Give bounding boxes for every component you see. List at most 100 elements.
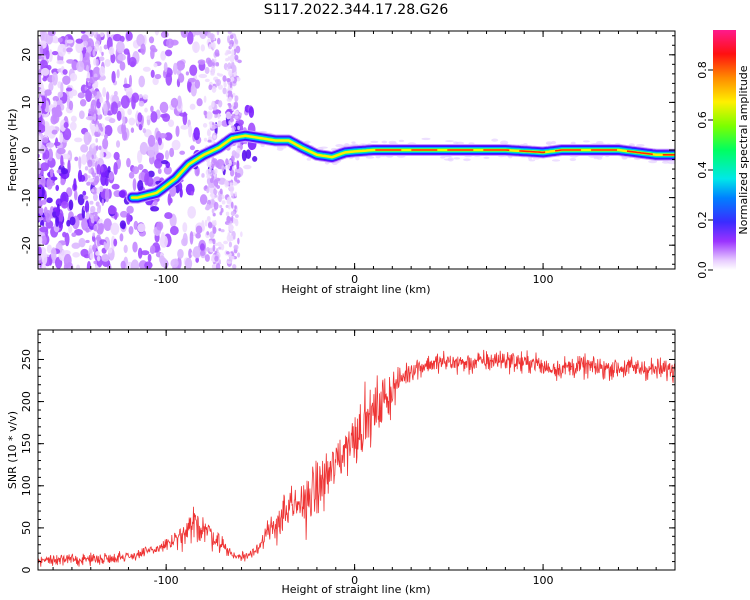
heatmap-cell: [108, 118, 116, 124]
heatmap-cell: [81, 154, 87, 166]
heatmap-cell: [94, 131, 99, 137]
heatmap-cell: [70, 115, 77, 123]
heatmap-cell: [210, 202, 213, 209]
heatmap-cell: [84, 200, 90, 214]
x-tick-label: -100: [154, 574, 179, 587]
heatmap-cell: [201, 173, 205, 178]
x-tick-label: -100: [154, 273, 179, 286]
heatmap-cell: [193, 127, 200, 141]
heatmap-cell: [38, 246, 42, 256]
heatmap-cell: [203, 95, 207, 103]
heatmap-cell: [181, 237, 188, 247]
heatmap-cell: [190, 191, 194, 196]
heatmap-cell: [160, 231, 166, 244]
heatmap-cell: [137, 247, 143, 259]
heatmap-cell: [91, 154, 94, 160]
heatmap-cell: [40, 162, 50, 172]
heatmap-cell: [101, 253, 110, 262]
heatmap-cell: [212, 158, 218, 164]
heatmap-cell: [176, 60, 186, 71]
heatmap-cell: [128, 171, 135, 179]
x-tick-label: 0: [351, 574, 358, 587]
heatmap-cell: [319, 146, 328, 149]
heatmap-cell: [94, 80, 99, 87]
heatmap-ridge: [126, 129, 675, 204]
heatmap-cell: [388, 140, 397, 145]
heatmap-cell: [196, 98, 203, 107]
heatmap-cell: [87, 82, 91, 87]
heatmap-cell: [204, 66, 210, 75]
heatmap-cell: [48, 82, 54, 92]
heatmap-cell: [184, 257, 193, 269]
heatmap-cell: [82, 195, 89, 200]
heatmap-cell: [148, 36, 155, 44]
heatmap-cell: [211, 122, 215, 126]
heatmap-cell: [57, 91, 64, 98]
heatmap-cell: [60, 82, 64, 94]
heatmap-cell: [153, 62, 158, 68]
heatmap-cell: [90, 103, 95, 112]
heatmap-cell: [227, 232, 231, 237]
heatmap-cell: [160, 50, 167, 61]
heatmap-cell: [113, 90, 118, 97]
snr-series: [38, 349, 675, 567]
heatmap-cell: [89, 200, 94, 205]
snr-frame: [37, 329, 676, 571]
heatmap-cell: [179, 150, 186, 155]
heatmap-cell: [220, 207, 224, 213]
heatmap-cell: [93, 224, 98, 232]
heatmap-cell: [39, 59, 48, 71]
heatmap-cell: [93, 260, 97, 264]
snr-axes: -100 0 100 0 50 100 150 200 250: [20, 330, 676, 587]
heatmap-cell: [66, 59, 75, 64]
heatmap-cell: [453, 141, 459, 145]
heatmap-cell: [223, 82, 227, 88]
heatmap-cell: [45, 142, 55, 148]
heatmap-cell: [126, 205, 134, 214]
heatmap-cell: [87, 46, 92, 53]
heatmap-cell: [210, 66, 216, 74]
heatmap-cell: [88, 250, 93, 254]
heatmap-cell: [115, 41, 125, 54]
y-tick-label: 10: [20, 95, 33, 109]
heatmap-cell: [165, 72, 173, 86]
heatmap-cell: [55, 184, 60, 192]
heatmap-cell: [194, 79, 201, 89]
heatmap-cell: [85, 88, 93, 102]
heatmap-cell: [232, 235, 236, 240]
heatmap-cell: [53, 141, 61, 146]
colorbar-gradient: [713, 30, 736, 270]
heatmap-cell: [38, 254, 42, 261]
heatmap-cell: [102, 138, 109, 150]
heatmap-cell: [67, 159, 71, 174]
heatmap-cell: [72, 252, 80, 258]
heatmap-cell: [62, 127, 72, 141]
heatmap-cell: [225, 204, 229, 209]
heatmap-cell: [130, 127, 135, 133]
heatmap-cell: [95, 124, 99, 132]
heatmap-cell: [225, 57, 229, 62]
heatmap-cell: [232, 161, 237, 166]
heatmap-cell: [99, 66, 106, 77]
heatmap-cell: [194, 42, 198, 53]
heatmap-cell: [199, 194, 208, 205]
heatmap-cell: [164, 49, 173, 57]
heatmap-cell: [71, 232, 77, 238]
heatmap-cell: [160, 257, 168, 268]
heatmap-cell: [74, 137, 83, 143]
heatmap-cell: [104, 59, 111, 67]
heatmap-cell: [55, 214, 59, 227]
heatmap-cell: [76, 264, 81, 269]
heatmap-cell: [241, 149, 247, 162]
heatmap-cell: [227, 31, 232, 35]
heatmap-cell: [158, 133, 167, 139]
heatmap-cell: [42, 96, 47, 110]
heatmap-cell: [206, 231, 210, 236]
heatmap-cell: [98, 145, 102, 151]
heatmap-cell: [121, 122, 126, 135]
heatmap-cell: [220, 229, 225, 233]
heatmap-cell: [207, 221, 213, 228]
heatmap-cell: [92, 193, 98, 202]
heatmap-cell: [217, 241, 222, 247]
heatmap-cell: [100, 165, 104, 173]
